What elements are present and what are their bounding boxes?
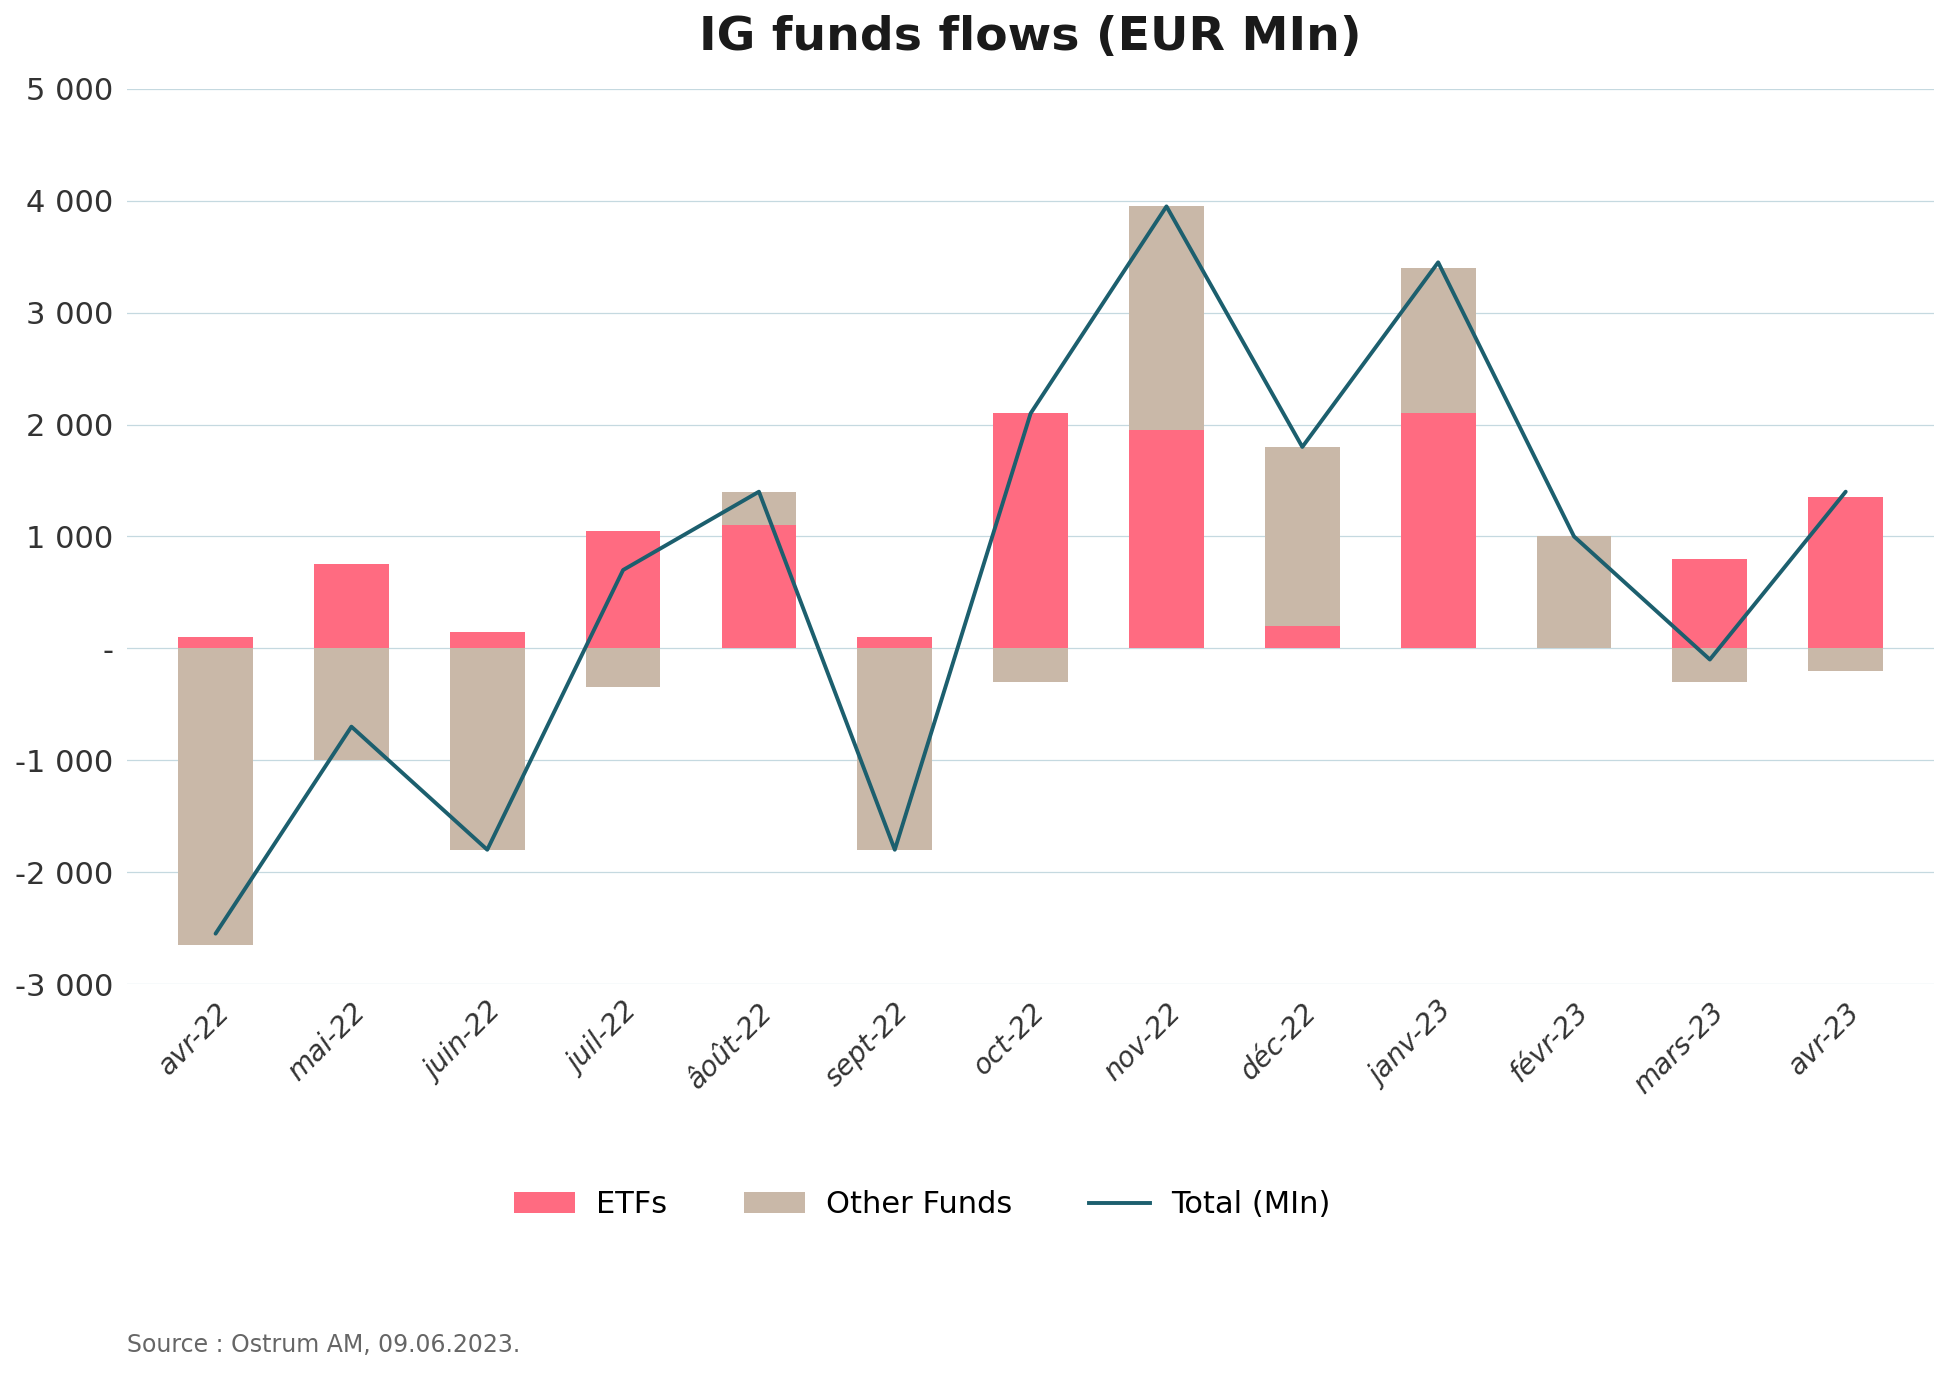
Bar bbox=[314, 565, 388, 649]
Bar bbox=[1671, 649, 1745, 682]
Bar bbox=[450, 649, 524, 850]
Bar bbox=[1401, 413, 1475, 649]
Bar bbox=[450, 632, 524, 649]
Bar bbox=[1535, 537, 1611, 649]
Bar bbox=[177, 649, 253, 945]
Bar bbox=[721, 492, 797, 525]
Bar bbox=[993, 413, 1068, 649]
Bar bbox=[586, 532, 660, 649]
Bar bbox=[177, 638, 253, 649]
Bar bbox=[1128, 207, 1204, 430]
Bar bbox=[314, 649, 388, 760]
Bar bbox=[1808, 649, 1882, 671]
Bar bbox=[1264, 448, 1338, 627]
Bar bbox=[586, 649, 660, 687]
Bar bbox=[1128, 430, 1204, 649]
Bar bbox=[721, 525, 797, 649]
Title: IG funds flows (EUR MIn): IG funds flows (EUR MIn) bbox=[699, 15, 1362, 61]
Legend: ETFs, Other Funds, Total (MIn): ETFs, Other Funds, Total (MIn) bbox=[514, 1190, 1330, 1220]
Text: Source : Ostrum AM, 09.06.2023.: Source : Ostrum AM, 09.06.2023. bbox=[127, 1333, 520, 1358]
Bar bbox=[857, 649, 931, 850]
Bar bbox=[1264, 627, 1338, 649]
Bar bbox=[993, 649, 1068, 682]
Bar bbox=[857, 638, 931, 649]
Bar bbox=[1808, 497, 1882, 649]
Bar bbox=[1671, 559, 1745, 649]
Bar bbox=[1401, 269, 1475, 413]
